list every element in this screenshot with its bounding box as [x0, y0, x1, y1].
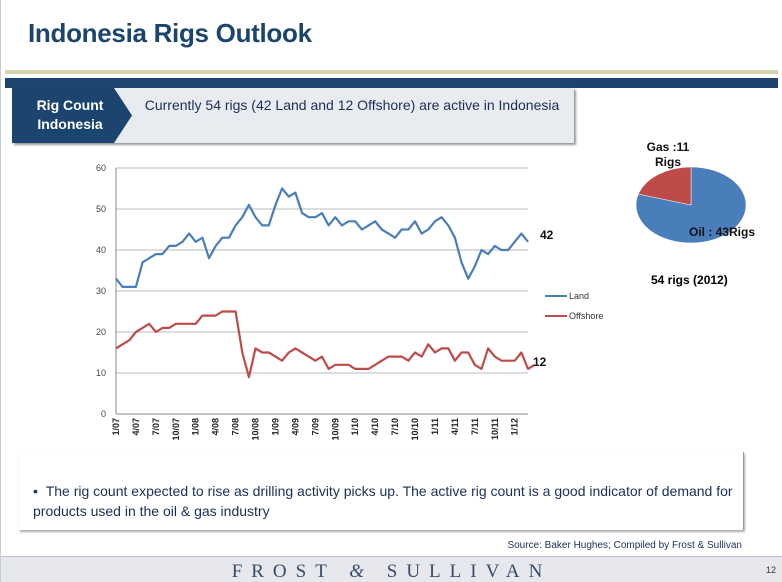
x-tick-label: 1/10 [350, 418, 360, 436]
callout-box: Rig Count Indonesia Currently 54 rigs (4… [12, 88, 574, 143]
callout-label: Rig Count Indonesia [36, 97, 104, 132]
x-tick-label: 1/08 [191, 418, 201, 436]
y-tick-label: 20 [96, 327, 106, 337]
series-line-offshore [115, 310, 536, 379]
callout-text: Currently 54 rigs (42 Land and 12 Offsho… [144, 97, 560, 113]
source-note: Source: Baker Hughes; Compiled by Frost … [507, 540, 742, 551]
page-title: Indonesia Rigs Outlook [28, 18, 312, 48]
x-tick-label: 7/10 [390, 418, 400, 436]
x-tick-label: 7/11 [470, 418, 480, 435]
y-tick-label: 10 [96, 368, 106, 378]
bullet-text: The rig count expected to rise as drilli… [33, 483, 733, 519]
y-tick-label: 0 [101, 409, 106, 419]
x-tick-label: 10/07 [171, 418, 181, 441]
y-tick-label: 40 [96, 245, 106, 255]
x-tick-label: 7/08 [231, 418, 241, 436]
x-tick-label: 10/10 [410, 418, 420, 441]
series-line-land [115, 187, 529, 288]
bullet-box: • The rig count expected to rise as dril… [19, 452, 744, 530]
y-tick-label: 60 [96, 163, 106, 173]
pie-label-oil: Oil : 43Rigs [689, 225, 755, 239]
callout-label-arrow: Rig Count Indonesia [12, 88, 132, 143]
end-label: 42 [540, 228, 554, 242]
pie-label-gas-line1: Gas :11 [647, 140, 690, 154]
header-bar [5, 78, 778, 88]
x-tick-label: 7/09 [310, 418, 320, 436]
frost-sullivan-logo: FROST & SULLIVAN [231, 561, 552, 582]
x-tick-label: 4/11 [450, 418, 460, 435]
bullet-item: • The rig count expected to rise as dril… [33, 483, 733, 519]
end-label: 12 [533, 355, 547, 369]
y-tick-label: 50 [96, 204, 106, 214]
footer: FROST & SULLIVAN 12 [1, 556, 782, 582]
x-tick-label: 1/09 [270, 418, 280, 436]
x-tick-label: 10/11 [490, 418, 500, 440]
pie-slice [637, 166, 692, 206]
x-tick-label: 10/08 [251, 418, 261, 441]
x-tick-label: 1/11 [430, 418, 440, 435]
legend-label: Offshore [569, 311, 603, 321]
y-tick-label: 30 [96, 286, 106, 296]
pie-title: 54 rigs (2012) [651, 273, 728, 287]
x-tick-label: 7/07 [151, 418, 161, 436]
x-tick-label: 10/09 [330, 418, 340, 441]
x-tick-label: 1/12 [510, 418, 520, 436]
divider [5, 70, 778, 74]
pie-label-gas-line2: Rigs [655, 155, 681, 169]
rig-count-chart: 0 10 20 30 40 50 60 1/07 4/07 7/07 10/07 1/08 4/08 7/… [96, 140, 755, 441]
x-tick-label: 4/10 [370, 418, 380, 436]
x-tick-label: 4/08 [211, 418, 221, 436]
page-number: 12 [765, 565, 776, 575]
legend-label: Land [569, 291, 589, 301]
x-tick-label: 4/09 [290, 418, 300, 436]
x-tick-label: 1/07 [111, 418, 121, 436]
x-tick-label: 4/07 [131, 418, 141, 436]
